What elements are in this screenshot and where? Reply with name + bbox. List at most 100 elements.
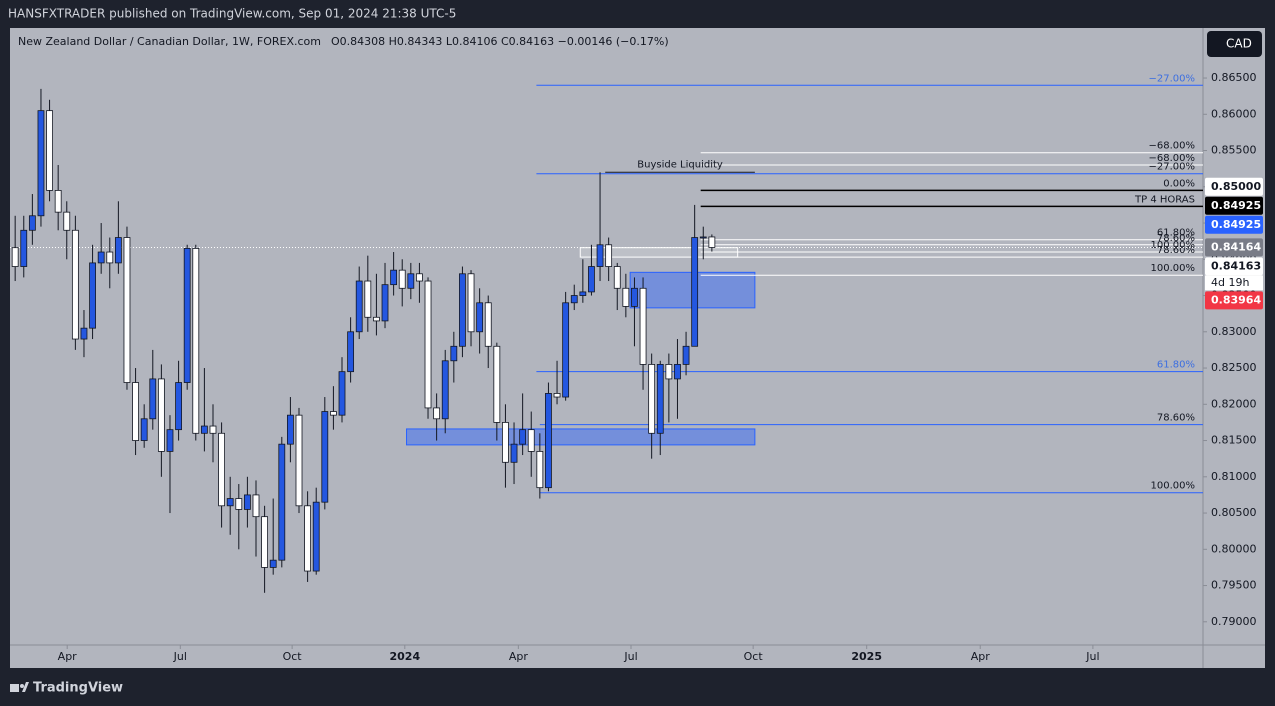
price-label: 0.84925 (1211, 199, 1261, 212)
candle-body (37, 110, 45, 217)
zone (406, 428, 756, 446)
candle-body (157, 378, 165, 452)
candle-body (682, 345, 690, 365)
price-label-box (1205, 291, 1263, 310)
x-tick-label: Jul (1085, 650, 1099, 663)
candle-body (579, 291, 587, 296)
candle-body (493, 345, 501, 423)
symbol-title: New Zealand Dollar / Canadian Dollar, 1W… (18, 35, 321, 48)
candle-body (639, 287, 647, 365)
candle-body (269, 559, 277, 568)
level-label: −68.00% (1148, 141, 1195, 152)
candle-body (71, 229, 79, 340)
candle-body (278, 443, 286, 561)
candle-body (54, 190, 62, 213)
candle-body (536, 451, 544, 489)
level-label: 0.00% (1163, 178, 1195, 189)
price-label-box (1205, 257, 1263, 276)
currency-button[interactable] (1207, 31, 1262, 57)
y-tick-label: 0.83000 (1211, 325, 1257, 338)
level-label: 78.60% (1157, 413, 1195, 424)
y-tick-label: 0.82000 (1211, 397, 1257, 410)
candle-body (183, 248, 191, 383)
price-label-box (1205, 177, 1263, 196)
candle-body (28, 215, 36, 231)
y-tick-label: 0.79500 (1211, 579, 1257, 592)
y-tick-label: 0.80500 (1211, 506, 1257, 519)
candle-body (235, 498, 243, 510)
x-tick-label: Oct (744, 650, 764, 663)
candle-body (622, 287, 630, 307)
candle-body (699, 236, 707, 239)
candle-body (149, 378, 157, 420)
price-label-box (1205, 215, 1263, 234)
candle-body (20, 229, 28, 267)
logo-part (20, 684, 24, 688)
candle-body (562, 302, 570, 398)
y-tick-label: 0.79000 (1211, 615, 1257, 628)
candle-body (209, 425, 217, 434)
candle-body (89, 262, 96, 329)
x-tick-label: Oct (283, 650, 303, 663)
liquidity-label: Buyside Liquidity (637, 159, 723, 170)
candle-body (510, 443, 518, 463)
x-tick-label: 2024 (389, 650, 420, 663)
x-tick-label: Jul (173, 650, 187, 663)
logo-part (10, 684, 19, 692)
candle-body (648, 364, 656, 434)
countdown: 4d 19h (1211, 276, 1249, 289)
level-label: 61.80% (1157, 360, 1195, 371)
candle-body (338, 371, 346, 416)
publisher-header: HANSFXTRADER published on TradingView.co… (8, 7, 456, 21)
candle-body (596, 244, 604, 267)
candle-body (261, 516, 268, 568)
level-label: TP 4 HORAS (1134, 194, 1195, 205)
candle-body (330, 411, 337, 416)
y-tick-label: 0.80000 (1211, 542, 1257, 555)
candle-body (674, 364, 681, 380)
candle-body (656, 364, 664, 434)
candle-body (613, 266, 621, 289)
currency-label[interactable]: CAD (1226, 37, 1252, 51)
candle-body (175, 382, 182, 431)
candle-body (441, 360, 449, 420)
x-tick-label: Apr (509, 650, 529, 663)
price-label-box (1205, 238, 1263, 257)
x-tick-label: Apr (971, 650, 991, 663)
x-tick-label: Apr (58, 650, 78, 663)
candle-body (200, 425, 208, 434)
candle-body (140, 418, 148, 441)
candle-body (631, 287, 638, 307)
price-label: 0.85000 (1211, 180, 1261, 193)
candle-body (46, 110, 53, 191)
candle-body (708, 236, 716, 248)
candle-body (467, 273, 475, 333)
candle-body (433, 407, 441, 420)
candle-body (97, 251, 105, 264)
countdown-box (1205, 275, 1263, 291)
candle-body (484, 302, 492, 347)
candle-body (192, 248, 200, 434)
price-label: 0.84164 (1211, 240, 1261, 253)
candle-body (545, 393, 552, 489)
level-label: −27.00% (1148, 73, 1195, 84)
x-tick-label: Jul (623, 650, 637, 663)
chart-background (10, 28, 1265, 668)
price-label: 0.84925 (1211, 218, 1261, 231)
candle-body (226, 498, 234, 507)
level-label: 100.00% (1151, 240, 1196, 251)
x-tick-label: 2025 (851, 650, 882, 663)
candle-body (252, 494, 260, 518)
logo-part (22, 682, 29, 692)
candle-body (459, 273, 466, 347)
candle-body (519, 429, 527, 445)
y-tick-label: 0.81000 (1211, 470, 1257, 483)
y-tick-label: 0.85500 (1211, 144, 1257, 157)
candle-body (381, 284, 389, 322)
ohlc-values: O0.84308 H0.84343 L0.84106 C0.84163 −0.0… (331, 35, 669, 48)
candle-body (527, 429, 535, 452)
candle-body (304, 505, 312, 572)
candle-body (424, 280, 432, 409)
